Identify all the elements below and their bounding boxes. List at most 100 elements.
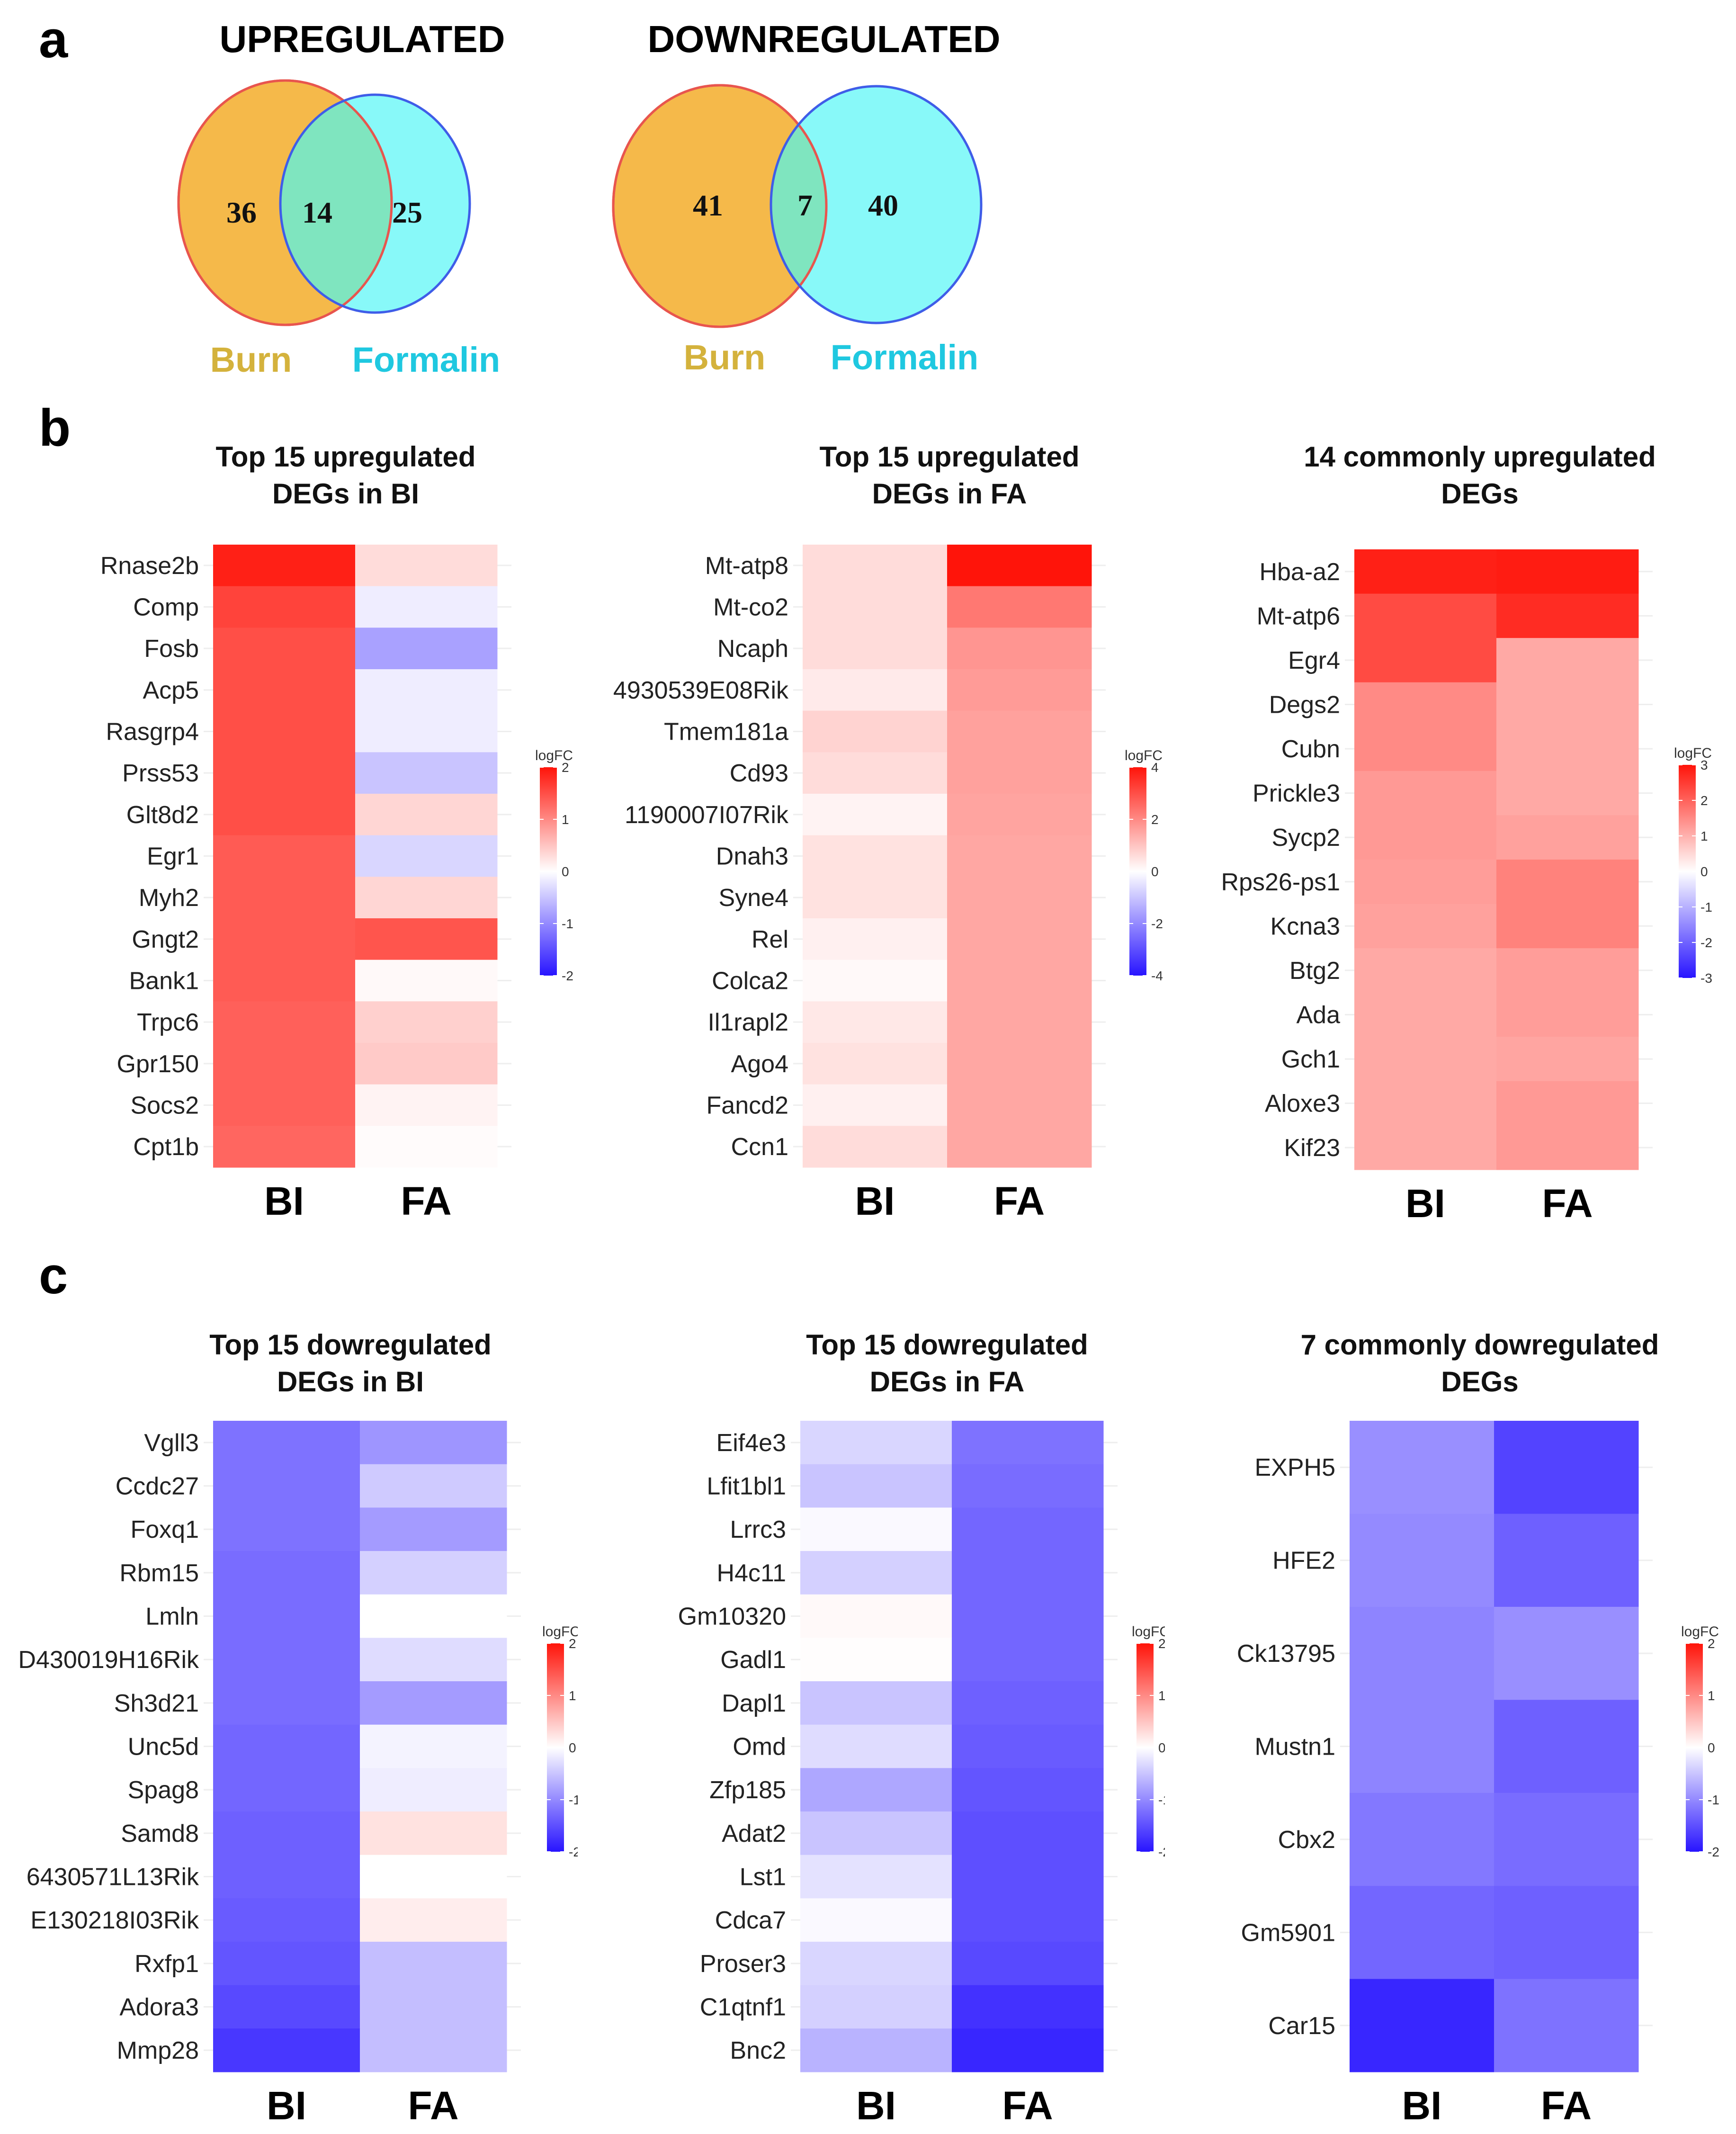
heatmap-cell	[952, 2028, 1104, 2072]
heatmap-cell	[213, 1126, 356, 1168]
heatmap-cell	[1354, 593, 1497, 638]
venn-count-burn-only: 36	[226, 196, 257, 229]
gene-label: Trpc6	[137, 1009, 199, 1036]
heatmap-title-line: DEGs in BI	[272, 478, 419, 510]
heatmap-cell	[803, 918, 948, 960]
heatmap-cell	[1350, 1886, 1494, 1980]
gene-label: Rbm15	[119, 1560, 199, 1587]
column-label: BI	[267, 2083, 306, 2128]
heatmap-cell	[213, 1594, 360, 1638]
legend-tick-label: -3	[1700, 971, 1712, 986]
heatmap-cell	[1350, 1421, 1494, 1514]
heatmap-cell	[1496, 860, 1639, 905]
heatmap-cell	[360, 1551, 507, 1595]
gene-label: Ccn1	[731, 1133, 788, 1161]
heatmap-cell	[360, 1942, 507, 1986]
heatmap-cell	[355, 669, 498, 711]
heatmap-title-line: DEGs in FA	[870, 1366, 1025, 1398]
heatmap-cell	[1496, 948, 1639, 993]
gene-label: Myh2	[139, 884, 199, 912]
gene-label: Foxq1	[130, 1516, 199, 1543]
gene-label: Hba-a2	[1259, 558, 1340, 586]
heatmap-cell	[213, 794, 356, 836]
legend-tick-label: 2	[1708, 1636, 1715, 1651]
gene-label: Mt-co2	[713, 594, 788, 621]
heatmap-cell	[1354, 726, 1497, 771]
gene-label: Kcna3	[1271, 913, 1340, 940]
gene-label: Samd8	[121, 1820, 199, 1847]
heatmap-cell	[360, 1594, 507, 1638]
heatmap-cell	[1354, 1081, 1497, 1126]
heatmap-cell	[213, 959, 356, 1002]
column-label: BI	[1402, 2083, 1442, 2128]
heatmap-cell	[952, 1811, 1104, 1856]
gene-label: Car15	[1268, 2012, 1335, 2040]
gene-label: Egr4	[1288, 647, 1340, 674]
legend-tick-label: 1	[1158, 1688, 1165, 1703]
gene-label: Sh3d21	[114, 1690, 199, 1717]
heatmap-cell	[1496, 682, 1639, 727]
heatmap-cell	[1350, 1979, 1494, 2072]
gene-label: Lfit1bl1	[707, 1473, 786, 1500]
heatmap-cell	[213, 2028, 360, 2072]
venn-title: DOWNREGULATED	[647, 18, 1000, 60]
legend-tick-label: -1	[1708, 1793, 1719, 1807]
heatmap-cell	[360, 1811, 507, 1856]
heatmap-cell	[1496, 726, 1639, 771]
legend-tick-label: -2	[1708, 1845, 1719, 1859]
gene-label: Degs2	[1269, 691, 1340, 719]
legend-tick-label: -1	[1158, 1793, 1165, 1807]
heatmap-cell	[952, 1551, 1104, 1595]
column-label: FA	[994, 1179, 1045, 1222]
heatmap-title-line: Top 15 dowregulated	[209, 1329, 492, 1361]
legend-tick-label: 1	[1708, 1688, 1715, 1703]
heatmap-cell	[1496, 904, 1639, 949]
column-label: FA	[1542, 1181, 1593, 1222]
heatmap-cell	[355, 628, 498, 670]
heatmap-cell	[1494, 1514, 1639, 1607]
heatmap-cell	[952, 1464, 1104, 1508]
heatmap-title-line: Top 15 upregulated	[820, 441, 1080, 473]
heatmap-cell	[1494, 1606, 1639, 1700]
heatmap-cell	[355, 586, 498, 628]
heatmap-cell	[213, 1084, 356, 1126]
heatmap-cell	[800, 1724, 952, 1768]
heatmap-title-line: DEGs	[1441, 478, 1518, 510]
venn-edge-burn	[612, 84, 828, 328]
gene-label: Rnase2b	[100, 552, 199, 580]
gene-label: Mustn1	[1254, 1733, 1335, 1761]
gene-label: Dnah3	[716, 843, 788, 870]
heatmap-top15-up-fa: Top 15 upregulated DEGs in FA Mt-atp8 Mt-co…	[613, 441, 1163, 1222]
heatmap-cell	[1354, 1037, 1497, 1082]
heatmap-cell	[803, 545, 948, 587]
column-label: BI	[264, 1179, 304, 1222]
heatmap-cell	[355, 959, 498, 1002]
legend-tick-label: -4	[1151, 968, 1163, 983]
heatmap-cell	[355, 1126, 498, 1168]
gene-label: Cubn	[1281, 735, 1340, 763]
heatmap-cell	[213, 1681, 360, 1725]
gene-label: Egr1	[147, 843, 199, 870]
heatmap-cell	[1496, 1125, 1639, 1170]
venn-count-overlap: 7	[797, 188, 813, 222]
heatmap-cell	[360, 1724, 507, 1768]
gene-label: Ncaph	[717, 635, 788, 663]
heatmap-cell	[800, 1768, 952, 1812]
gene-label: Dapl1	[722, 1690, 786, 1717]
heatmap-cell	[360, 1855, 507, 1899]
gene-label: Fancd2	[707, 1092, 788, 1120]
venn-count-overlap: 14	[302, 196, 332, 229]
heatmap-cell	[803, 959, 948, 1002]
heatmap-cell	[1496, 815, 1639, 860]
gene-label: Spag8	[128, 1776, 199, 1804]
heatmap-cell	[800, 2028, 952, 2072]
heatmap-title-line: 7 commonly dowregulated	[1301, 1329, 1659, 1361]
heatmap-cell	[213, 1942, 360, 1986]
gene-label: Gngt2	[132, 926, 199, 953]
venn-count-formalin-only: 40	[868, 188, 898, 222]
heatmap-cell	[1496, 593, 1639, 638]
gene-label: C1qtnf1	[700, 1994, 786, 2021]
legend-tick-label: 0	[1158, 1740, 1165, 1755]
heatmap-cell	[952, 1421, 1104, 1465]
gene-label: Prss53	[122, 760, 199, 787]
